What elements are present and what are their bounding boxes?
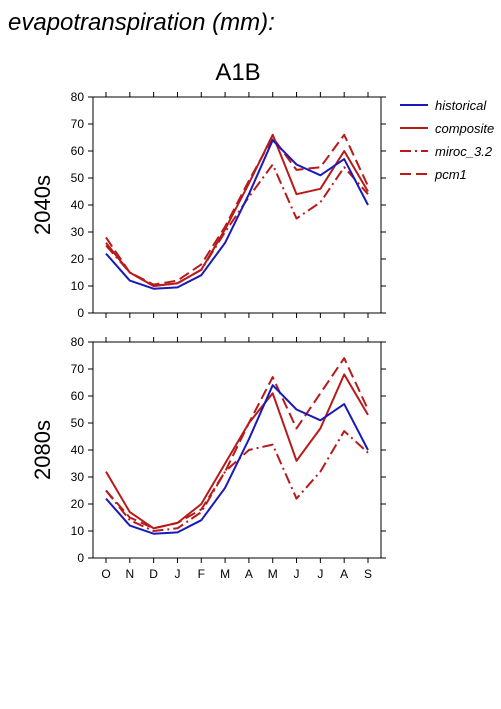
- y-tick-label: 0: [77, 551, 84, 565]
- y-tick-label: 30: [71, 225, 85, 239]
- series-line-composite: [105, 133, 369, 287]
- legend-item-composite: composite: [400, 121, 494, 136]
- legend-item-historical: historical: [400, 98, 487, 113]
- series-line-miroc-3-2: [105, 163, 369, 287]
- x-tick-label: J: [317, 567, 323, 581]
- x-tick-label: N: [125, 567, 134, 581]
- x-tick-label: D: [149, 567, 158, 581]
- y-tick-label: 10: [71, 279, 85, 293]
- y-tick-label: 70: [71, 117, 85, 131]
- y-tick-label: 30: [71, 470, 85, 484]
- y-tick-label: 0: [77, 306, 84, 320]
- x-tick-label: F: [198, 567, 205, 581]
- y-tick-label: 50: [71, 171, 85, 185]
- legend: historical composite miroc_3.2 pcm1: [400, 98, 494, 182]
- legend-item-miroc: miroc_3.2: [400, 144, 493, 159]
- y-tick-label: 60: [71, 144, 85, 158]
- series-line-pcm1: [105, 133, 369, 286]
- series-line-historical: [105, 139, 369, 290]
- y-tick-label: 20: [71, 497, 85, 511]
- x-tick-label: A: [340, 567, 348, 581]
- legend-label-pcm1: pcm1: [434, 167, 467, 182]
- y-tick-label: 60: [71, 389, 85, 403]
- y-tick-label: 10: [71, 524, 85, 538]
- legend-label-historical: historical: [435, 98, 487, 113]
- x-tick-label: J: [294, 567, 300, 581]
- legend-label-composite: composite: [435, 121, 494, 136]
- y-tick-label: 80: [71, 335, 85, 349]
- series-line-historical: [105, 384, 369, 535]
- scenario-title: A1B: [215, 59, 260, 86]
- legend-label-miroc: miroc_3.2: [435, 144, 493, 159]
- y-tick-label: 80: [71, 90, 85, 104]
- page-title: evapotranspiration (mm):: [8, 9, 275, 36]
- x-tick-label: O: [101, 567, 110, 581]
- panel-label: 2040s: [30, 175, 55, 235]
- panel-2080s: 0 10 20 30 40 50 60 70 80 O N D J F M A M J J A S 2080s: [30, 335, 386, 581]
- y-tick-label: 70: [71, 362, 85, 376]
- panel-2040s: 0 10 20 30 40 50 60 70 80 2040s: [30, 90, 386, 320]
- y-tick-label: 50: [71, 416, 85, 430]
- x-tick-label: M: [268, 567, 278, 581]
- legend-item-pcm1: pcm1: [400, 167, 467, 182]
- series-line-miroc-3-2: [105, 430, 369, 532]
- y-tick-label: 20: [71, 252, 85, 266]
- y-tick-label: 40: [71, 198, 85, 212]
- series-line-composite: [105, 373, 369, 530]
- x-tick-label: S: [364, 567, 372, 581]
- panel-label: 2080s: [30, 420, 55, 480]
- x-tick-label: M: [220, 567, 230, 581]
- y-tick-label: 40: [71, 443, 85, 457]
- x-tick-label: J: [174, 567, 180, 581]
- plot-frame: [92, 341, 382, 559]
- x-tick-label: A: [245, 567, 253, 581]
